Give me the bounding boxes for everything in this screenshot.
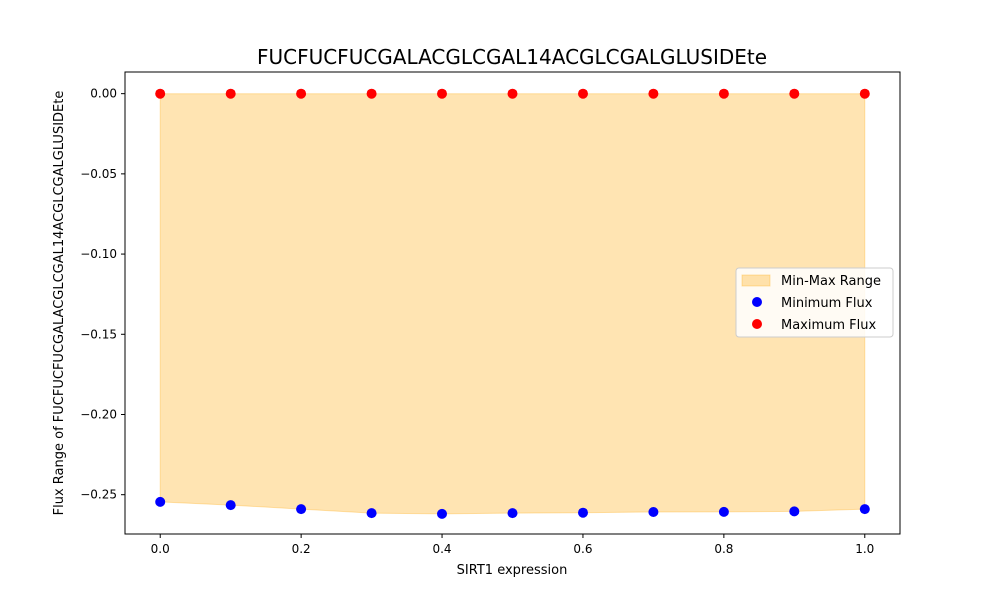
y-tick-label: −0.10 bbox=[80, 247, 117, 261]
max-flux-point bbox=[366, 88, 377, 99]
x-tick-label: 0.4 bbox=[432, 542, 451, 556]
legend-box bbox=[735, 267, 894, 338]
min-flux-point bbox=[155, 496, 166, 507]
chart-title: FUCFUCFUCGALACGLCGAL14ACGLCGALGLUSIDEte bbox=[257, 45, 767, 69]
y-tick-label: −0.15 bbox=[80, 327, 117, 341]
min-flux-point bbox=[507, 508, 518, 519]
x-tick-label: 0.6 bbox=[573, 542, 592, 556]
legend-max-label: Maximum Flux bbox=[781, 318, 877, 333]
y-axis-ticks: 0.00 −0.05 −0.10 −0.15 −0.20 −0.25 bbox=[80, 87, 125, 502]
y-tick-label: −0.20 bbox=[80, 407, 117, 421]
y-tick-label: −0.25 bbox=[80, 488, 117, 502]
max-flux-point bbox=[507, 88, 518, 99]
x-tick-label: 0.2 bbox=[292, 542, 311, 556]
max-flux-point bbox=[155, 88, 166, 99]
min-flux-point bbox=[789, 506, 800, 517]
x-axis-ticks: 0.0 0.2 0.4 0.6 0.8 1.0 bbox=[151, 534, 874, 556]
min-flux-point bbox=[859, 504, 870, 515]
min-flux-point bbox=[296, 504, 307, 515]
y-tick-label: 0.00 bbox=[90, 87, 117, 101]
legend-min-marker bbox=[752, 297, 762, 307]
legend-max-marker bbox=[752, 319, 762, 329]
x-tick-label: 0.8 bbox=[714, 542, 733, 556]
x-tick-label: 1.0 bbox=[855, 542, 874, 556]
max-flux-point bbox=[578, 88, 588, 99]
min-flux-point bbox=[648, 507, 659, 517]
max-flux-point bbox=[789, 88, 800, 99]
min-flux-point bbox=[578, 507, 588, 518]
max-flux-point bbox=[437, 88, 447, 99]
max-flux-point bbox=[859, 88, 870, 99]
min-flux-point bbox=[718, 506, 729, 517]
max-flux-point bbox=[225, 88, 236, 99]
legend: Min-Max Range Minimum Flux Maximum Flux bbox=[735, 267, 894, 338]
min-flux-point bbox=[225, 500, 236, 511]
max-flux-point bbox=[718, 88, 729, 99]
max-flux-point bbox=[648, 88, 659, 99]
x-axis-label: SIRT1 expression bbox=[457, 563, 568, 578]
min-flux-point bbox=[437, 508, 447, 519]
legend-min-label: Minimum Flux bbox=[781, 296, 873, 311]
legend-fill-swatch bbox=[741, 274, 771, 287]
max-flux-point bbox=[296, 88, 307, 99]
plot-frame bbox=[124, 71, 901, 535]
y-tick-label: −0.05 bbox=[80, 167, 117, 181]
legend-fill-label: Min-Max Range bbox=[781, 274, 881, 289]
min-flux-point bbox=[366, 508, 377, 519]
x-tick-label: 0.0 bbox=[151, 542, 170, 556]
plot-content bbox=[155, 88, 870, 519]
y-axis-label: Flux Range of FUCFUCFUCGALACGLCGAL14ACGL… bbox=[52, 91, 67, 516]
